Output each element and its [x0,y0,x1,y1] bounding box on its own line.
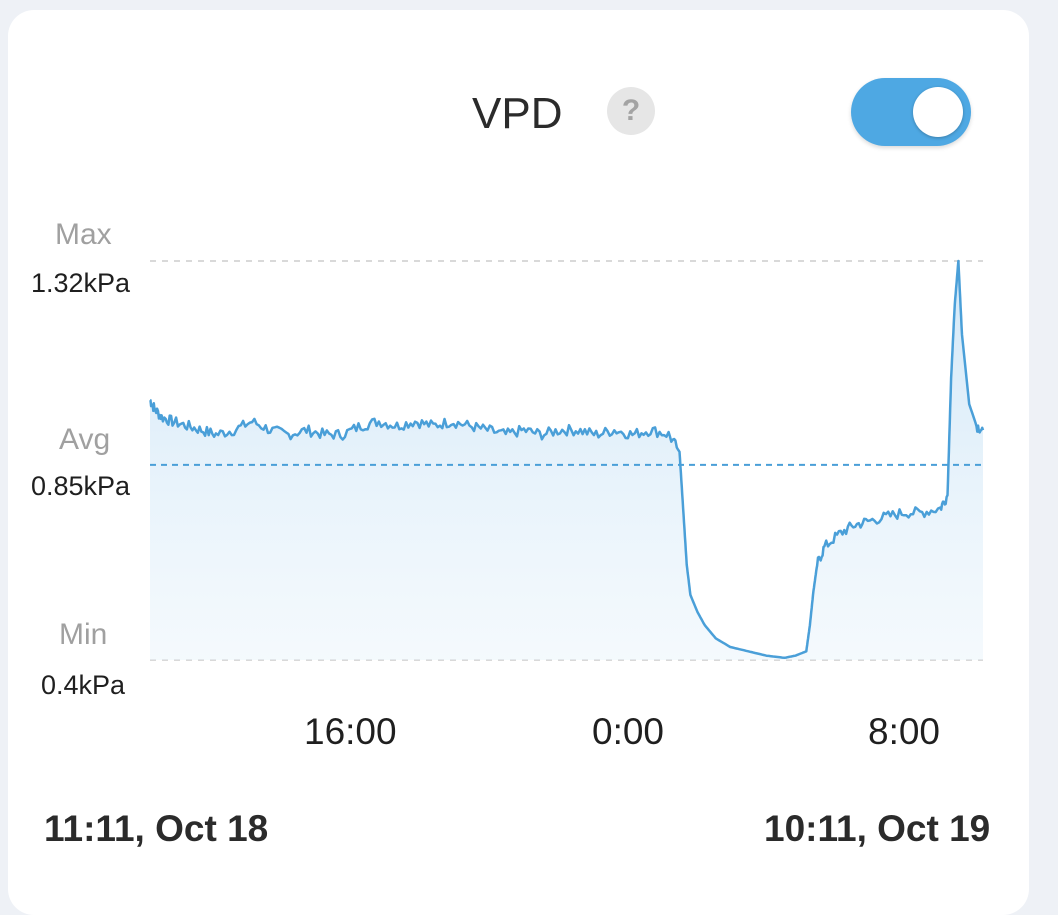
min-label: Min [59,618,108,651]
x-tick-label: 0:00 [592,711,665,752]
toggle-knob[interactable] [913,87,963,137]
range-end-label: 10:11, Oct 19 [764,808,991,849]
min-value: 0.4kPa [41,670,126,700]
range-start-label: 11:11, Oct 18 [44,808,269,849]
x-tick-label: 8:00 [868,711,941,752]
vpd-line [149,259,985,660]
max-label: Max [55,218,112,251]
chart-title: VPD [472,89,563,138]
x-tick-label: 16:00 [304,711,397,752]
vpd-toggle[interactable] [851,78,971,146]
max-value: 1.32kPa [31,268,131,298]
help-icon[interactable]: ? [607,87,655,135]
vpd-area [150,261,983,660]
avg-label: Avg [59,423,111,456]
avg-value: 0.85kPa [31,471,131,501]
